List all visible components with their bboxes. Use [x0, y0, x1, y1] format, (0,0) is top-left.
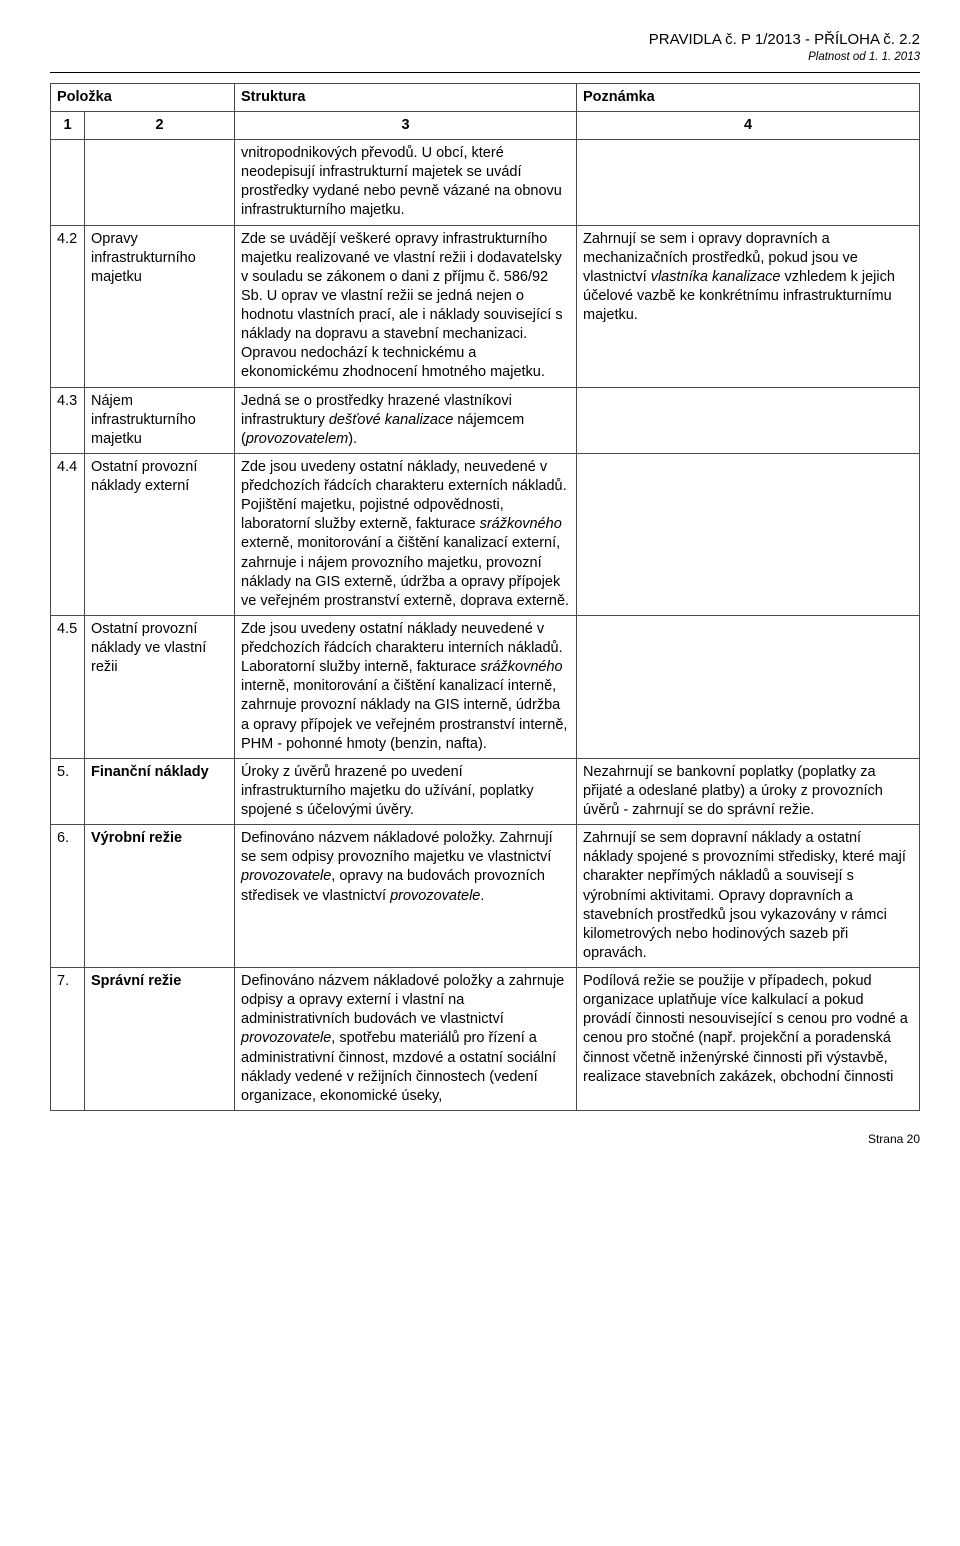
cell-item: Správní režie [85, 968, 235, 1111]
cell-item: Finanční náklady [85, 758, 235, 824]
cell-struct: Zde se uvádějí veškeré opravy infrastruk… [235, 225, 577, 387]
page-footer: Strana 20 [50, 1131, 920, 1147]
cell-item: Ostatní provozní náklady externí [85, 453, 235, 615]
subheader-3: 3 [235, 111, 577, 139]
subheader-1: 1 [51, 111, 85, 139]
table-subheader-row: 1 2 3 4 [51, 111, 920, 139]
cell-note [577, 615, 920, 758]
subheader-2: 2 [85, 111, 235, 139]
main-table: Položka Struktura Poznámka 1 2 3 4 vnitr… [50, 83, 920, 1111]
cell-num: 6. [51, 825, 85, 968]
table-row: 7. Správní režie Definováno názvem nákla… [51, 968, 920, 1111]
page-number: Strana 20 [868, 1132, 920, 1146]
cell-num: 7. [51, 968, 85, 1111]
cell-note [577, 140, 920, 226]
col-header-struktura: Struktura [235, 83, 577, 111]
table-row: 6. Výrobní režie Definováno názvem nákla… [51, 825, 920, 968]
cell-item: Opravy infrastrukturního majetku [85, 225, 235, 387]
subheader-4: 4 [577, 111, 920, 139]
table-row: 4.3 Nájem infrastrukturního majetku Jedn… [51, 387, 920, 453]
table-row: 5. Finanční náklady Úroky z úvěrů hrazen… [51, 758, 920, 824]
cell-note: Podílová režie se použije v případech, p… [577, 968, 920, 1111]
cell-num: 4.2 [51, 225, 85, 387]
table-row: 4.5 Ostatní provozní náklady ve vlastní … [51, 615, 920, 758]
cell-item: Nájem infrastrukturního majetku [85, 387, 235, 453]
cell-struct: Zde jsou uvedeny ostatní náklady neuvede… [235, 615, 577, 758]
header-date: Platnost od 1. 1. 2013 [50, 50, 920, 66]
cell-note: Zahrnují se sem dopravní náklady a ostat… [577, 825, 920, 968]
cell-struct: vnitropodnikových převodů. U obcí, které… [235, 140, 577, 226]
cell-item: Ostatní provozní náklady ve vlastní reži… [85, 615, 235, 758]
cell-struct: Definováno názvem nákladové položky. Zah… [235, 825, 577, 968]
cell-struct: Úroky z úvěrů hrazené po uvedení infrast… [235, 758, 577, 824]
table-row: vnitropodnikových převodů. U obcí, které… [51, 140, 920, 226]
cell-num [51, 140, 85, 226]
col-header-poznamka: Poznámka [577, 83, 920, 111]
col-header-polozka: Položka [51, 83, 235, 111]
cell-num: 4.4 [51, 453, 85, 615]
header-rule [50, 72, 920, 73]
cell-item [85, 140, 235, 226]
cell-item: Výrobní režie [85, 825, 235, 968]
page-header: PRAVIDLA č. P 1/2013 - PŘÍLOHA č. 2.2 Pl… [50, 30, 920, 66]
cell-note [577, 453, 920, 615]
cell-num: 4.3 [51, 387, 85, 453]
cell-struct: Zde jsou uvedeny ostatní náklady, neuved… [235, 453, 577, 615]
cell-struct: Jedná se o prostředky hrazené vlastníkov… [235, 387, 577, 453]
header-title: PRAVIDLA č. P 1/2013 - PŘÍLOHA č. 2.2 [50, 30, 920, 50]
cell-note [577, 387, 920, 453]
cell-struct: Definováno názvem nákladové položky a za… [235, 968, 577, 1111]
table-row: 4.2 Opravy infrastrukturního majetku Zde… [51, 225, 920, 387]
table-row: 4.4 Ostatní provozní náklady externí Zde… [51, 453, 920, 615]
cell-note: Nezahrnují se bankovní poplatky (poplatk… [577, 758, 920, 824]
cell-note: Zahrnují se sem i opravy dopravních a me… [577, 225, 920, 387]
table-header-row: Položka Struktura Poznámka [51, 83, 920, 111]
cell-num: 4.5 [51, 615, 85, 758]
cell-num: 5. [51, 758, 85, 824]
